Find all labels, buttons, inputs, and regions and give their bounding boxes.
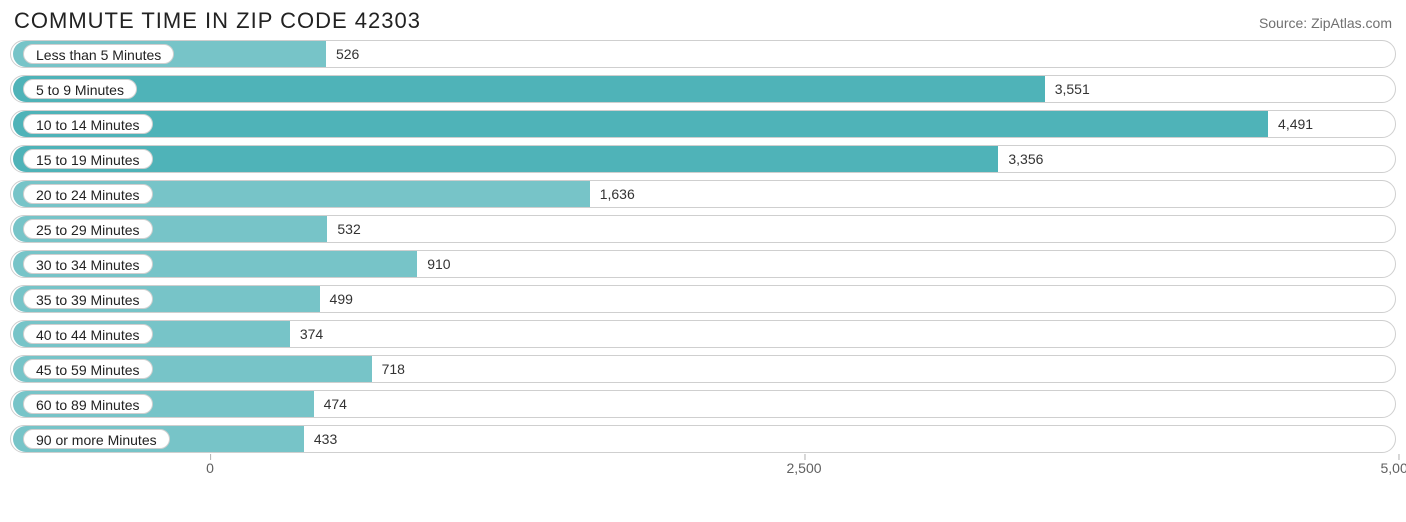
value-label: 718 bbox=[382, 356, 405, 382]
chart-source: Source: ZipAtlas.com bbox=[1259, 15, 1392, 31]
category-label: 30 to 34 Minutes bbox=[23, 254, 153, 274]
value-label: 374 bbox=[300, 321, 323, 347]
bar-row: 35 to 39 Minutes 499 bbox=[10, 285, 1396, 313]
chart-title: COMMUTE TIME IN ZIP CODE 42303 bbox=[14, 8, 421, 34]
category-label: 15 to 19 Minutes bbox=[23, 149, 153, 169]
bar-row: 30 to 34 Minutes 910 bbox=[10, 250, 1396, 278]
bar-row: 5 to 9 Minutes 3,551 bbox=[10, 75, 1396, 103]
category-label: Less than 5 Minutes bbox=[23, 44, 174, 64]
category-label: 35 to 39 Minutes bbox=[23, 289, 153, 309]
bar-row: Less than 5 Minutes 526 bbox=[10, 40, 1396, 68]
value-label: 4,491 bbox=[1278, 111, 1313, 137]
category-label: 25 to 29 Minutes bbox=[23, 219, 153, 239]
value-label: 526 bbox=[336, 41, 359, 67]
value-label: 474 bbox=[324, 391, 347, 417]
value-label: 3,551 bbox=[1055, 76, 1090, 102]
value-label: 532 bbox=[337, 216, 360, 242]
chart-body: Less than 5 Minutes 526 5 to 9 Minutes 3,55… bbox=[10, 40, 1396, 453]
category-label: 90 or more Minutes bbox=[23, 429, 170, 449]
category-label: 40 to 44 Minutes bbox=[23, 324, 153, 344]
axis-tick: 5,000 bbox=[1380, 460, 1406, 476]
chart-container: COMMUTE TIME IN ZIP CODE 42303 Source: Z… bbox=[0, 0, 1406, 522]
bar-row: 60 to 89 Minutes 474 bbox=[10, 390, 1396, 418]
axis-tick-label: 5,000 bbox=[1380, 460, 1406, 476]
value-label: 499 bbox=[330, 286, 353, 312]
bar-row: 20 to 24 Minutes 1,636 bbox=[10, 180, 1396, 208]
value-label: 3,356 bbox=[1008, 146, 1043, 172]
bar bbox=[13, 146, 998, 172]
chart-x-axis: 02,5005,000 bbox=[10, 460, 1396, 490]
category-label: 45 to 59 Minutes bbox=[23, 359, 153, 379]
bar-row: 45 to 59 Minutes 718 bbox=[10, 355, 1396, 383]
bar-row: 90 or more Minutes 433 bbox=[10, 425, 1396, 453]
bar bbox=[13, 76, 1045, 102]
category-label: 5 to 9 Minutes bbox=[23, 79, 137, 99]
bar-row: 10 to 14 Minutes 4,491 bbox=[10, 110, 1396, 138]
axis-tick-label: 2,500 bbox=[786, 460, 821, 476]
bar-row: 15 to 19 Minutes 3,356 bbox=[10, 145, 1396, 173]
chart-header: COMMUTE TIME IN ZIP CODE 42303 Source: Z… bbox=[10, 8, 1396, 40]
category-label: 10 to 14 Minutes bbox=[23, 114, 153, 134]
axis-tick: 2,500 bbox=[786, 460, 821, 476]
bar bbox=[13, 111, 1268, 137]
axis-tick: 0 bbox=[206, 460, 214, 476]
bar-row: 25 to 29 Minutes 532 bbox=[10, 215, 1396, 243]
value-label: 910 bbox=[427, 251, 450, 277]
bar-row: 40 to 44 Minutes 374 bbox=[10, 320, 1396, 348]
axis-tick-label: 0 bbox=[206, 460, 214, 476]
value-label: 433 bbox=[314, 426, 337, 452]
category-label: 60 to 89 Minutes bbox=[23, 394, 153, 414]
category-label: 20 to 24 Minutes bbox=[23, 184, 153, 204]
value-label: 1,636 bbox=[600, 181, 635, 207]
